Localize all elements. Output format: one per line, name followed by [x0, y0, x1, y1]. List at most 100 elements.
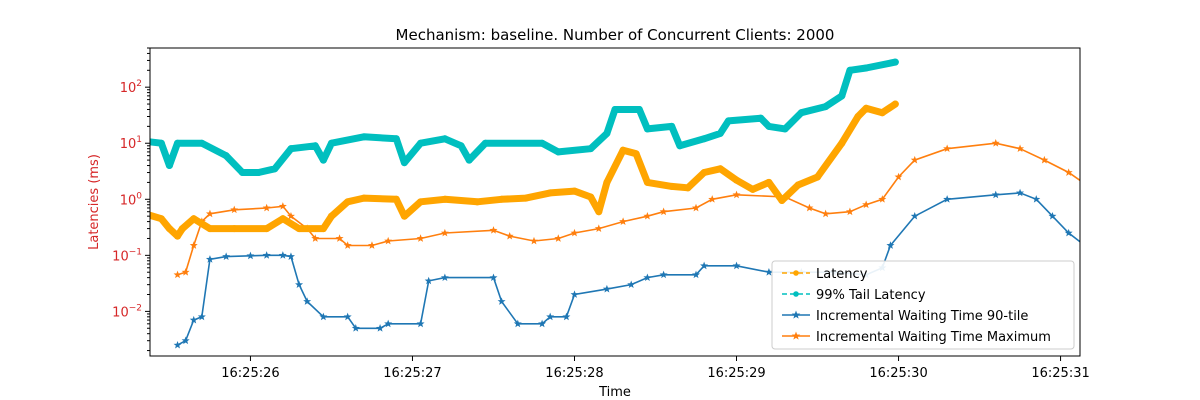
data-point — [708, 195, 717, 203]
data-point — [424, 276, 433, 285]
data-point — [311, 142, 319, 150]
data-point — [174, 139, 182, 147]
data-point — [295, 280, 304, 289]
data-point — [538, 139, 546, 147]
data-point — [1097, 191, 1105, 199]
data-point — [1016, 188, 1025, 197]
legend-marker — [791, 310, 801, 319]
data-point — [668, 122, 676, 130]
data-point — [854, 112, 862, 120]
data-point — [416, 234, 425, 242]
data-point — [197, 312, 206, 321]
data-point — [862, 200, 871, 209]
data-point — [814, 173, 822, 181]
data-point — [878, 109, 886, 117]
data-point — [400, 212, 408, 220]
series-latency — [150, 100, 899, 240]
data-point — [278, 202, 287, 210]
data-point — [595, 208, 603, 216]
x-tick-label: 16:25:31 — [1031, 366, 1089, 381]
legend-items: Latency 99% Tail Latency Incremental Waiti… — [782, 267, 1051, 345]
data-point — [765, 178, 773, 186]
legend: Latency 99% Tail Latency Incremental Waiti… — [771, 260, 1075, 350]
data-point — [943, 195, 952, 203]
data-point — [178, 225, 186, 233]
data-point — [676, 142, 684, 150]
data-point — [465, 156, 473, 164]
data-point — [910, 155, 919, 164]
data-point — [157, 139, 165, 147]
data-point — [287, 145, 295, 153]
data-point — [757, 114, 765, 122]
data-point — [749, 185, 757, 193]
data-point — [263, 225, 271, 233]
data-point — [765, 122, 773, 130]
legend-item: Incremental Waiting Time 90-tile — [782, 309, 1028, 324]
data-point — [286, 211, 295, 220]
data-point — [570, 290, 579, 298]
data-point — [891, 58, 899, 66]
data-point — [441, 135, 449, 143]
data-point — [546, 189, 554, 197]
data-point — [778, 197, 786, 205]
data-point — [643, 125, 651, 133]
data-point — [190, 215, 198, 223]
data-point — [538, 319, 547, 328]
data-point — [991, 190, 1000, 199]
data-point — [570, 228, 579, 237]
data-point — [522, 194, 530, 202]
data-point — [643, 211, 652, 220]
legend-label: Latency — [816, 267, 868, 282]
y-tick-label: 100 — [120, 191, 143, 208]
data-point — [327, 139, 335, 147]
series-max — [173, 139, 1105, 279]
x-tick-label: 16:25:30 — [869, 366, 927, 381]
data-point — [230, 225, 238, 233]
data-point — [165, 162, 173, 170]
legend-item: Latency — [782, 267, 868, 282]
data-point — [246, 251, 255, 260]
data-point — [878, 195, 887, 203]
data-point — [1089, 185, 1097, 193]
data-point — [286, 252, 295, 260]
chart-title: Mechanism: baseline. Number of Concurren… — [396, 26, 835, 44]
data-point — [846, 66, 854, 74]
series-line — [150, 100, 899, 240]
data-point — [303, 297, 312, 305]
data-point — [684, 184, 692, 192]
data-point — [838, 92, 846, 100]
data-point — [230, 205, 239, 214]
y-tick-label: 102 — [120, 79, 142, 96]
data-point — [659, 270, 668, 279]
data-point — [189, 315, 198, 324]
data-point — [894, 172, 903, 181]
data-point — [724, 117, 732, 125]
data-point — [440, 228, 449, 237]
data-point — [205, 255, 214, 263]
data-point — [603, 129, 611, 137]
data-point — [205, 209, 214, 218]
data-point — [417, 139, 425, 147]
data-point — [587, 193, 595, 201]
data-point — [360, 194, 368, 202]
data-point — [862, 64, 870, 72]
series-layer — [150, 58, 1105, 349]
data-point — [845, 207, 854, 216]
legend-marker — [791, 331, 801, 340]
data-point — [343, 241, 352, 249]
data-point — [797, 109, 805, 117]
legend-box — [771, 260, 1075, 350]
data-point — [189, 241, 198, 249]
legend-label: 99% Tail Latency — [816, 288, 926, 303]
data-point — [862, 104, 870, 112]
data-point — [603, 178, 611, 186]
data-point — [271, 165, 279, 173]
data-point — [692, 270, 700, 279]
data-point — [513, 319, 522, 328]
data-point — [700, 135, 708, 143]
data-point — [400, 159, 408, 167]
data-point — [805, 203, 814, 212]
legend-marker — [793, 270, 799, 276]
data-point — [1040, 155, 1049, 164]
data-point — [181, 268, 190, 276]
